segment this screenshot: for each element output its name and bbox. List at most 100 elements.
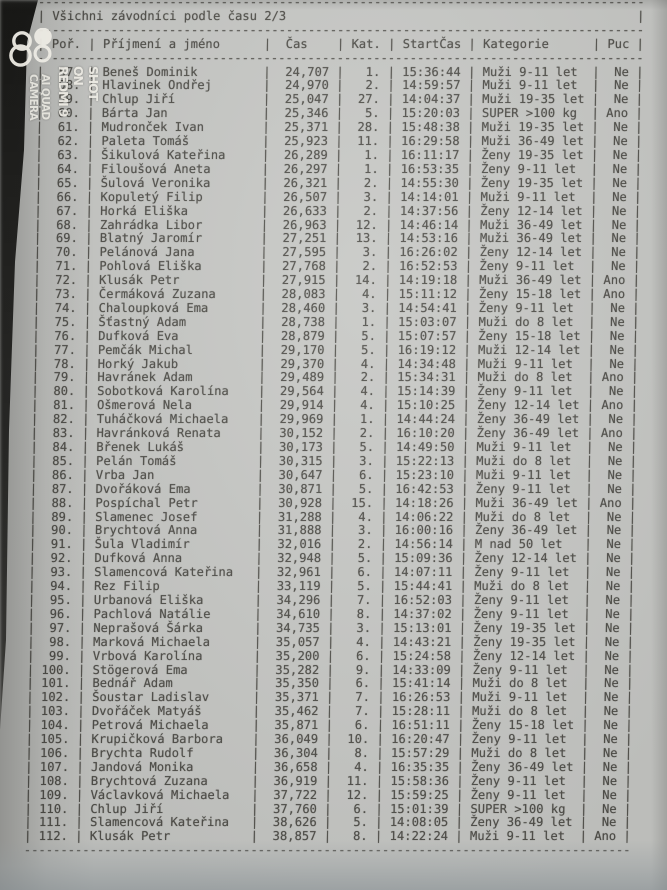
cell-category-rank: 7.: [334, 592, 379, 607]
cell-category: Ženy 19-35 let: [473, 175, 591, 190]
cell-puc: Ne: [596, 245, 634, 260]
cell-time: 30,315: [264, 453, 331, 468]
table-row: | 96. | Pachlová Natálie | 34,610 | 8. |…: [28, 606, 643, 622]
cell-name: Neprašová Šárka: [85, 620, 255, 635]
cell-start-time: 16:29:58: [393, 134, 468, 149]
cell-puc: Ne: [588, 718, 626, 733]
cell-category-rank: 13.: [340, 231, 385, 246]
cell-start-time: 15:59:25: [382, 787, 457, 802]
cell-start-time: 14:33:09: [384, 662, 459, 677]
cell-category: Muži 9-11 let: [473, 189, 591, 204]
cell-name: Šoustar Ladislav: [84, 690, 254, 705]
cell-position: 98.: [34, 634, 79, 649]
column-separator: |: [623, 815, 632, 830]
cell-category-rank: 7.: [333, 704, 378, 719]
cell-puc: Ne: [589, 676, 627, 691]
cell-time: 37,722: [258, 787, 325, 802]
cell-category-rank: 2.: [343, 78, 388, 93]
cell-category-rank: 4.: [338, 384, 383, 399]
table-row: | 67. | Horká Eliška | 26,633 | 2. | 14:…: [34, 204, 649, 219]
cell-start-time: 14:07:11: [386, 565, 460, 580]
cell-puc: Ano: [593, 426, 631, 441]
cell-start-time: 15:22:13: [388, 453, 462, 468]
cell-puc: Ne: [587, 801, 625, 816]
cell-puc: Ne: [595, 314, 633, 329]
table-row: | 87. | Dvořáková Ema | 30,871 | 5. | 16…: [30, 481, 645, 497]
cell-category-rank: 10.: [332, 732, 377, 747]
cell-time: 29,564: [265, 384, 332, 399]
cell-category: Ženy 12-14 let: [465, 648, 583, 663]
cell-name: Brychtová Anna: [87, 523, 256, 538]
cell-name: Sobotková Karolína: [89, 384, 259, 399]
cell-position: 71.: [40, 259, 85, 274]
column-separator: |: [635, 78, 644, 93]
cell-category-rank: 4.: [338, 356, 383, 371]
table-row: | 75. | Šťastný Adam | 28,738 | 1. | 15:…: [32, 314, 647, 330]
cell-time: 32,961: [262, 565, 329, 580]
cell-time: 28,879: [266, 328, 333, 343]
cell-start-time: 15:48:38: [393, 120, 468, 135]
cell-category-rank: 5.: [335, 579, 380, 594]
column-separator: |: [623, 829, 631, 844]
cell-category: Muži 9-11 let: [469, 440, 587, 454]
cell-category: Ženy 12-14 let: [472, 245, 590, 260]
cell-time: 36,304: [259, 745, 326, 760]
cell-time: 27,595: [267, 245, 334, 260]
cell-category-rank: 8.: [330, 829, 376, 844]
cell-start-time: 16:26:53: [384, 690, 458, 705]
cell-puc: Ne: [599, 64, 637, 79]
cell-position: 61.: [43, 120, 88, 135]
cell-puc: Ne: [591, 537, 629, 552]
cell-name: Slamencová Kateřina: [82, 815, 252, 830]
cell-name: Pelánová Jana: [92, 245, 261, 260]
cell-position: 88.: [36, 495, 81, 510]
cell-name: Dufková Eva: [90, 328, 260, 343]
cell-start-time: 16:26:02: [391, 245, 466, 260]
cell-category-rank: 6.: [336, 467, 382, 482]
cell-puc: Ne: [587, 815, 624, 830]
cell-start-time: 15:24:58: [385, 648, 459, 663]
cell-name: Kopuletý Filip: [93, 189, 262, 204]
cell-category: Muži do 8 let: [465, 676, 583, 691]
cell-category-rank: 1.: [342, 161, 387, 176]
cell-time: 28,738: [266, 314, 333, 329]
cell-name: Klusák Petr: [82, 829, 251, 844]
column-separator: |: [626, 648, 634, 663]
cell-puc: Ne: [596, 259, 634, 274]
cell-puc: Ne: [587, 787, 625, 802]
cell-category-rank: 4.: [339, 287, 385, 302]
cell-category: Ženy 15-18 let: [464, 718, 582, 733]
cell-position: 91.: [36, 537, 81, 552]
cell-name: Václavková Michaela: [83, 787, 252, 802]
table-row: | 64. | Filoušová Aneta | 26,297 | 1. | …: [35, 161, 650, 177]
table-row: | 63. | Šikulová Kateřina | 26,289 | 1. …: [35, 147, 650, 163]
cell-position: 59.: [43, 92, 88, 107]
cell-puc: Ne: [597, 175, 635, 190]
cell-position: 109.: [31, 787, 77, 802]
cell-puc: Ne: [599, 78, 637, 93]
cell-category: Ženy 9-11 let: [468, 481, 586, 496]
column-separator: |: [634, 161, 642, 176]
cell-position: 84.: [37, 440, 82, 454]
column-separator: |: [635, 120, 643, 135]
cell-start-time: 14:08:05: [382, 815, 456, 830]
separator-line: ----------------------------------------…: [36, 50, 644, 65]
table-row: | 86. | Vrba Jan | 30,647 | 6. | 15:23:1…: [30, 467, 645, 483]
table-row: | 108. | Brychtová Zuzana | 36,919 | 11.…: [25, 774, 640, 789]
cell-category: Muži 9-11 let: [464, 690, 583, 705]
cell-category: Muži do 8 let: [470, 370, 588, 385]
cell-category-rank: 3.: [340, 245, 385, 260]
table-row: | 106. | Brychta Rudolf | 36,304 | 8. | …: [25, 745, 640, 761]
cell-time: 38,626: [258, 815, 325, 830]
cell-name: Vrbová Karolína: [85, 648, 254, 663]
cell-category: Muži 36-49 let: [471, 273, 589, 288]
cell-puc: Ne: [598, 147, 635, 162]
column-separator: |: [625, 704, 633, 719]
cell-time: 35,282: [260, 662, 327, 677]
cell-start-time: 15:10:25: [389, 398, 463, 413]
cell-name: Horký Jakub: [90, 356, 259, 371]
column-separator: |: [636, 8, 645, 23]
column-separator: |: [626, 662, 634, 677]
column-separator: |: [627, 606, 635, 621]
cell-time: 26,289: [269, 147, 336, 162]
